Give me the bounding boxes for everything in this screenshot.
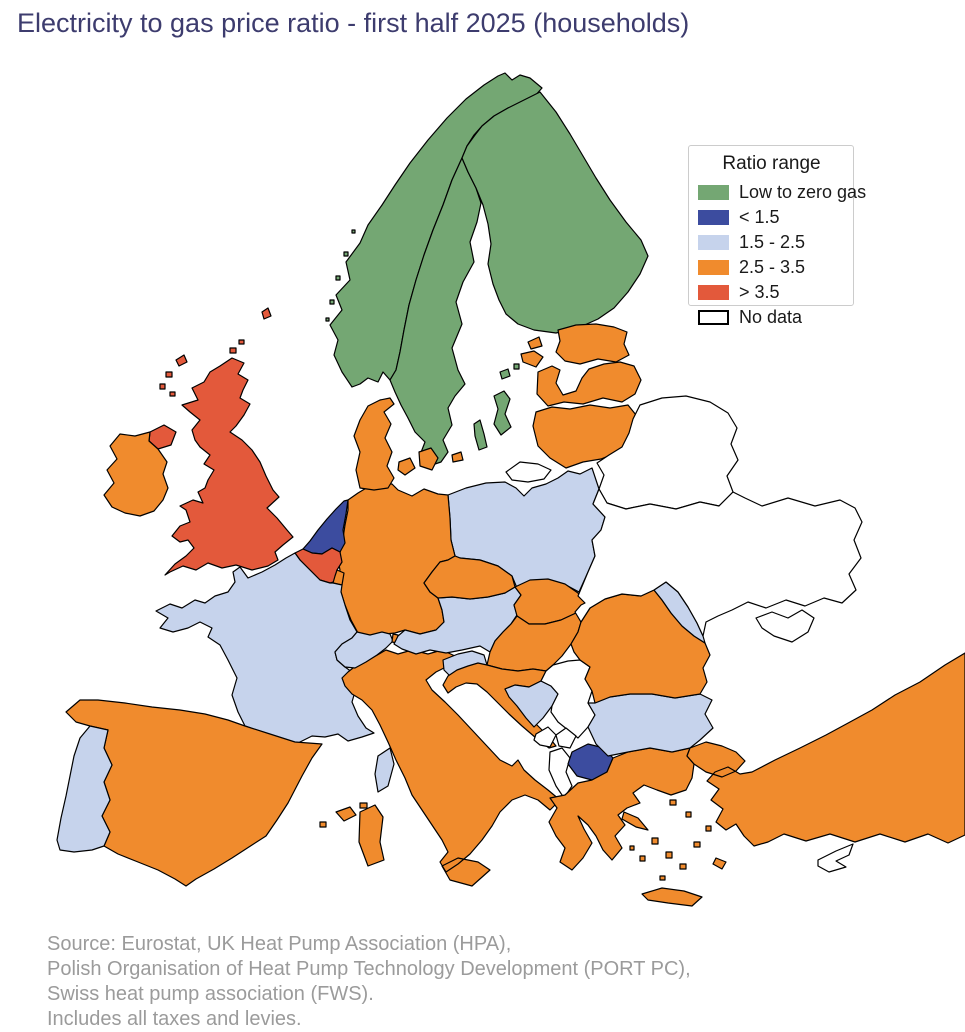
legend-swatch-b2535 [698,260,729,275]
country-crimea [755,609,815,643]
country-turkey [686,652,965,847]
source-line-2: Polish Organisation of Heat Pump Technol… [47,958,691,980]
legend-swatch-b1525 [698,235,729,250]
country-kaliningrad [505,461,552,483]
legend-swatch-low_zero [698,185,729,200]
legend-title: Ratio range [722,153,821,174]
country-czechia [423,555,516,600]
country-albania [548,747,573,799]
legend-item-b2535: 2.5 - 3.5 [698,255,853,280]
legend-item-lt15: < 1.5 [698,205,853,230]
source-line-3: Swiss heat pump association (FWS). [47,983,374,1005]
country-greece [548,747,727,907]
legend-items: Low to zero gas < 1.5 1.5 - 2.5 2.5 - 3.5 > … [698,180,866,330]
country-estonia [520,323,630,368]
legend-item-gt35: > 3.5 [698,280,853,305]
country-netherlands [302,499,349,555]
page-title: Electricity to gas price ratio - first h… [17,8,690,38]
legend-swatch-gt35 [698,285,729,300]
source-line-4: Includes all taxes and levies. [47,1008,302,1030]
legend-label-b2535: 2.5 - 3.5 [739,257,806,277]
country-switzerland [334,631,394,669]
legend-label-low_zero: Low to zero gas [739,182,867,202]
country-france [155,552,395,793]
legend-label-b1525: 1.5 - 2.5 [739,232,806,252]
legend-item-low_zero: Low to zero gas [698,180,866,205]
legend-swatch-nodata [698,310,729,325]
country-kosovo [555,727,577,749]
country-latvia [536,361,642,407]
legend-label-gt35: > 3.5 [739,282,780,302]
legend-item-nodata: No data [698,305,853,330]
legend-swatch-lt15 [698,210,729,225]
country-montenegro [533,726,557,748]
country-ukraine [574,488,863,637]
country-finland [461,91,649,380]
source-note: Source: Eurostat, UK Heat Pump Associati… [47,932,691,1032]
legend-box: Ratio range Low to zero gas < 1.5 1.5 - 2.… [688,145,866,327]
country-denmark [353,397,464,491]
country-norway [325,72,543,388]
country-sweden [389,157,512,467]
legend-item-b1525: 1.5 - 2.5 [698,230,853,255]
legend-label-nodata: No data [739,307,803,327]
country-ireland [103,431,169,517]
country-united-kingdom [148,307,294,576]
country-portugal [56,725,113,853]
source-line-1: Source: Eurostat, UK Heat Pump Associati… [47,933,512,955]
legend-label-lt15: < 1.5 [739,207,780,227]
country-germany [336,483,456,638]
country-cyprus [817,843,854,873]
